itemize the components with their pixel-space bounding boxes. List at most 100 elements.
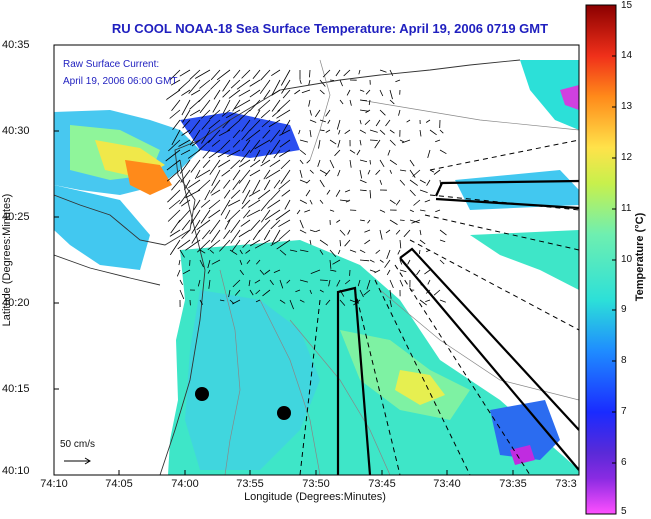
- current-vector: [273, 149, 281, 159]
- current-vector: [249, 89, 261, 98]
- current-vector: [208, 129, 221, 144]
- current-vector: [277, 99, 291, 112]
- current-vector: [181, 229, 191, 239]
- current-vector: [409, 169, 416, 178]
- current-vector: [224, 219, 231, 230]
- current-vector: [389, 299, 392, 308]
- current-vector: [220, 139, 231, 150]
- current-vector: [399, 219, 405, 221]
- current-vector: [218, 129, 231, 137]
- current-vector: [230, 79, 241, 89]
- current-vector: [345, 199, 351, 203]
- current-vector: [304, 209, 311, 213]
- current-vector: [284, 199, 291, 210]
- current-vector: [389, 289, 392, 299]
- current-vector: [238, 169, 251, 184]
- current-vector: [249, 119, 261, 131]
- current-vector: [309, 239, 312, 245]
- current-vector: [223, 229, 231, 239]
- current-vector: [171, 129, 181, 146]
- current-vector: [322, 69, 331, 78]
- current-vector: [329, 139, 337, 145]
- current-vector: [170, 79, 181, 86]
- current-vector: [208, 149, 221, 159]
- current-vector: [346, 89, 351, 96]
- current-vector: [294, 89, 301, 95]
- current-vector: [252, 69, 261, 80]
- current-vector: [260, 109, 271, 119]
- current-vector: [399, 179, 406, 186]
- current-vector: [210, 79, 221, 90]
- colorbar-ticks: [612, 55, 616, 464]
- current-vector: [375, 169, 381, 175]
- current-vector: [219, 299, 225, 302]
- current-vector: [172, 119, 181, 130]
- current-vector: [216, 69, 231, 81]
- current-vector: [260, 159, 271, 167]
- current-vector: [259, 269, 265, 276]
- current-vector: [260, 69, 271, 81]
- current-vector: [419, 179, 426, 184]
- sst-layer: [54, 60, 579, 475]
- sst-east-2: [455, 170, 579, 210]
- shipping-lanes: [336, 179, 579, 475]
- current-vector: [306, 179, 311, 184]
- current-vector: [395, 79, 401, 83]
- current-vector: [339, 99, 344, 105]
- current-vector: [359, 219, 365, 222]
- current-vector: [249, 289, 254, 296]
- current-vector: [181, 89, 191, 96]
- current-vector: [379, 109, 386, 116]
- current-vector: [379, 159, 385, 168]
- current-vector: [280, 169, 291, 184]
- current-vector: [399, 169, 407, 172]
- x-axis-title: Longitude (Degrees:Minutes): [244, 491, 386, 503]
- current-vector: [168, 199, 181, 210]
- current-vector: [319, 169, 328, 175]
- current-vector: [178, 79, 191, 91]
- current-vector: [379, 179, 383, 185]
- current-vector: [253, 149, 261, 162]
- current-vector: [397, 249, 401, 255]
- current-vector: [179, 159, 191, 174]
- current-vector: [295, 289, 301, 293]
- current-vector: [196, 219, 211, 231]
- current-vector: [279, 279, 284, 289]
- current-vector: [299, 279, 309, 283]
- current-vector: [369, 259, 375, 263]
- current-vector: [207, 259, 211, 269]
- y-tick-label: 40:10: [2, 465, 30, 477]
- current-vector: [212, 99, 221, 113]
- current-vector: [230, 229, 241, 244]
- current-vector: [267, 199, 281, 209]
- current-vector: [337, 249, 341, 255]
- colorbar-tick-label: 15: [621, 0, 633, 11]
- current-vector: [279, 149, 291, 157]
- current-vector: [319, 239, 329, 246]
- current-vector: [201, 119, 211, 130]
- current-vector: [236, 79, 251, 90]
- current-vector: [389, 89, 393, 100]
- current-vector: [365, 89, 371, 95]
- current-vector: [281, 119, 291, 135]
- current-vector: [424, 269, 431, 275]
- current-vector: [281, 189, 291, 197]
- current-vector: [191, 139, 201, 147]
- current-vector: [258, 219, 271, 233]
- current-vector: [227, 119, 241, 132]
- current-vector: [329, 259, 332, 269]
- current-vector: [425, 119, 431, 123]
- current-vector: [309, 169, 314, 174]
- x-tick-label: 74:00: [171, 478, 199, 490]
- colorbar-tick-label: 14: [621, 50, 633, 61]
- current-vector: [257, 189, 271, 200]
- current-vector: [271, 229, 281, 245]
- current-vector: [389, 219, 398, 225]
- current-vector: [419, 239, 426, 245]
- current-vector: [199, 249, 206, 254]
- current-vectors: [165, 69, 447, 310]
- current-vector: [249, 139, 261, 153]
- current-vector: [349, 249, 357, 253]
- current-vector: [184, 179, 191, 190]
- current-vector: [227, 149, 241, 158]
